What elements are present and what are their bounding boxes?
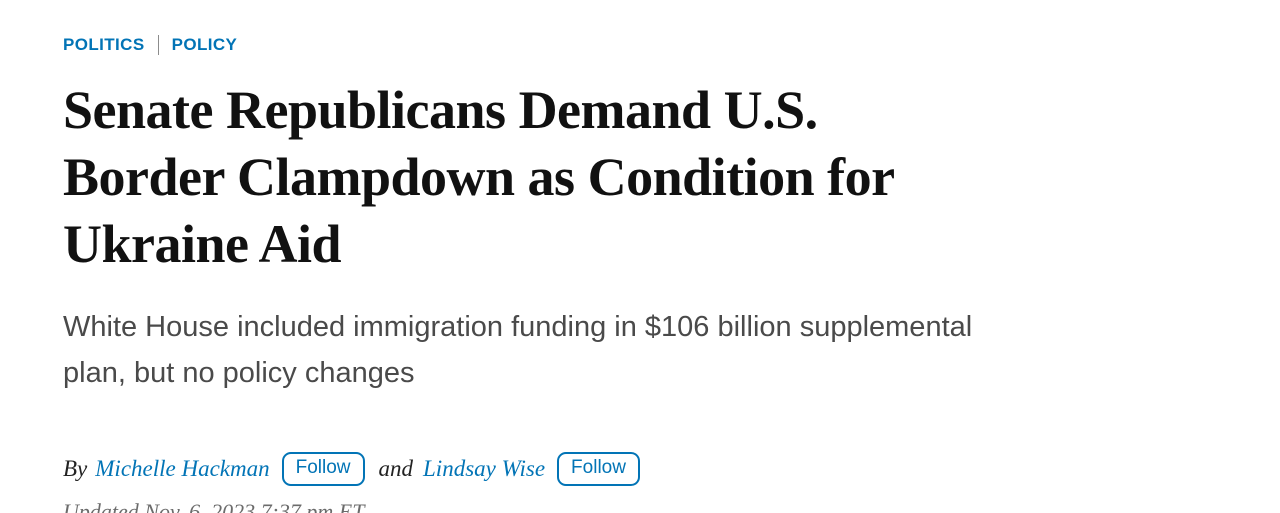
byline-prefix: By	[63, 456, 88, 481]
headline-line-3: Ukraine Aid	[63, 214, 342, 274]
subheadline-line-1: White House included immigration funding…	[63, 311, 973, 343]
byline-connector: and	[378, 456, 414, 481]
breadcrumb: POLITICS POLICY	[63, 34, 1220, 56]
author-link-lindsay-wise[interactable]: Lindsay Wise	[423, 456, 546, 481]
article-subheadline: White House included immigration funding…	[63, 304, 1220, 396]
breadcrumb-divider	[157, 35, 159, 55]
article-timestamp: Updated Nov. 6, 2023 7:37 pm ET	[63, 499, 365, 513]
byline: By Michelle Hackman Follow and Lindsay W…	[63, 452, 1220, 486]
subheadline-line-2: plan, but no policy changes	[63, 357, 415, 389]
follow-button-michelle-hackman[interactable]: Follow	[281, 452, 365, 486]
author-link-michelle-hackman[interactable]: Michelle Hackman	[95, 456, 270, 481]
headline-line-1: Senate Republicans Demand U.S.	[63, 80, 818, 140]
article-headline: Senate Republicans Demand U.S. Border Cl…	[63, 77, 1220, 278]
headline-line-2: Border Clampdown as Condition for	[63, 147, 895, 207]
breadcrumb-section-policy[interactable]: POLICY	[171, 35, 238, 54]
breadcrumb-section-politics[interactable]: POLITICS	[63, 35, 145, 54]
follow-button-lindsay-wise[interactable]: Follow	[557, 452, 640, 486]
